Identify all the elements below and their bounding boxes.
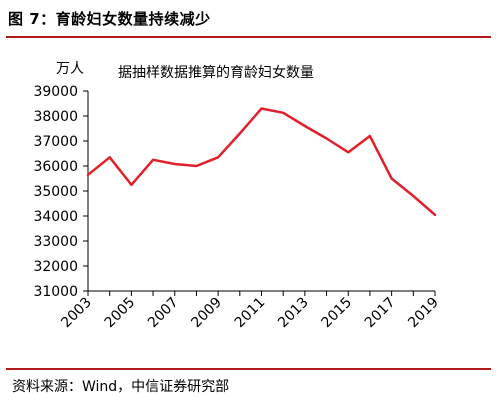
- y-tick-label: 33000: [33, 234, 78, 250]
- chart-title: 据抽样数据推算的育龄妇女数量: [118, 65, 314, 81]
- source-note: 资料来源：Wind，中信证券研究部: [12, 379, 230, 395]
- source-divider: [6, 368, 491, 370]
- x-tick-label: 2005: [102, 295, 139, 332]
- x-tick-label: 2011: [232, 295, 269, 332]
- y-tick-label: 38000: [33, 109, 78, 125]
- y-axis-unit-label: 万人: [56, 61, 84, 77]
- x-tick-label: 2017: [362, 295, 399, 332]
- x-tick-label: 2019: [405, 295, 442, 332]
- figure-title: 图 7：育龄妇女数量持续减少: [8, 10, 211, 28]
- y-tick-label: 37000: [33, 134, 78, 150]
- y-tick-label: 31000: [33, 284, 78, 300]
- y-tick-label: 34000: [33, 209, 78, 225]
- y-tick-label: 35000: [33, 184, 78, 200]
- x-tick-label: 2015: [319, 295, 356, 332]
- x-tick-label: 2007: [145, 295, 182, 332]
- title-divider: [6, 36, 491, 38]
- x-tick-label: 2013: [275, 295, 312, 332]
- x-tick-label: 2009: [188, 295, 225, 332]
- y-tick-label: 32000: [33, 259, 78, 275]
- series-line: [86, 107, 437, 217]
- y-tick-label: 36000: [33, 159, 78, 175]
- y-tick-label: 39000: [33, 84, 78, 100]
